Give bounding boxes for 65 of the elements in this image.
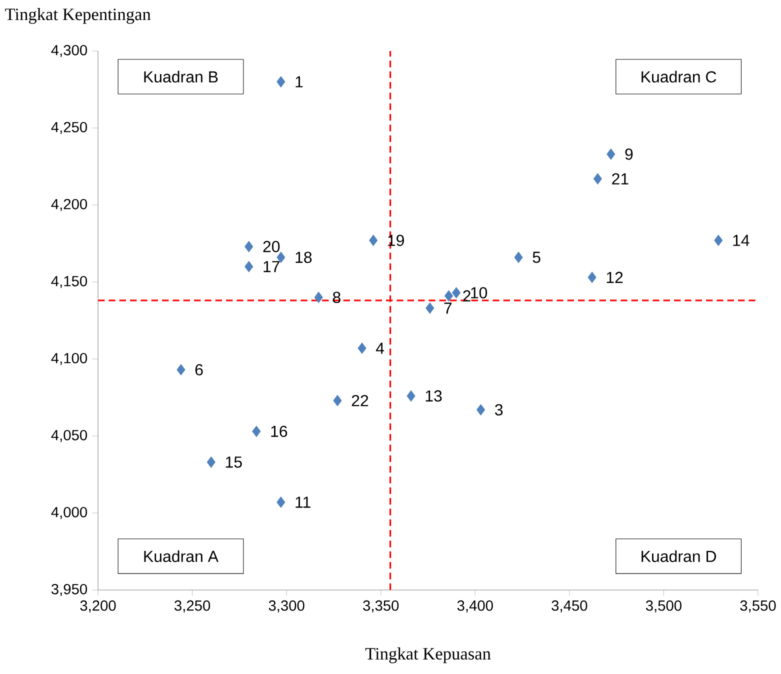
y-tick-label: 4,100 (51, 352, 88, 366)
annotation: 1 (296, 76, 303, 88)
x-tick-label: 3,400 (457, 600, 493, 613)
annotation: Kuadran D (642, 550, 716, 562)
point (369, 234, 378, 246)
point (452, 287, 461, 298)
annotation: 3 (495, 404, 503, 416)
x-tick-label: 3,500 (646, 600, 682, 613)
annotation: 10 (471, 287, 488, 298)
point (276, 496, 286, 508)
annotation: 2 (463, 290, 470, 302)
y-tick-label: 4,000 (51, 506, 88, 520)
point (252, 426, 261, 437)
annotation: 6 (195, 364, 203, 376)
x-tick-label: 3,550 (740, 600, 776, 613)
y-tick-label: 3,950 (51, 584, 88, 596)
annotation: Kuadran C (642, 70, 716, 83)
y-tick-label: 4,050 (51, 430, 88, 442)
x-tick-label: 3,350 (363, 600, 399, 613)
point (314, 292, 323, 303)
point (514, 252, 523, 263)
annotation: 17 (264, 261, 280, 272)
point (206, 456, 216, 468)
point (444, 290, 454, 302)
annotation: 15 (226, 456, 242, 468)
annotation: 9 (625, 148, 633, 160)
annotation: 5 (532, 252, 540, 263)
annotation: 11 (296, 496, 310, 508)
annotation: 20 (263, 240, 280, 252)
y-tick-label: 4,150 (51, 276, 88, 288)
point (406, 390, 416, 402)
y-tick-label: 4,300 (51, 44, 88, 58)
y-tick-label: 4,250 (51, 122, 88, 134)
point (276, 252, 286, 263)
point (476, 404, 486, 416)
annotation: 12 (606, 272, 623, 283)
annotation: 19 (388, 234, 404, 246)
y-tick-label: 4,200 (51, 198, 88, 212)
point (244, 240, 254, 252)
point (244, 260, 254, 272)
point (426, 302, 434, 314)
annotation: Kuadran B (144, 70, 218, 83)
x-tick-label: 3,450 (552, 600, 588, 613)
x-tick-label: 3,200 (80, 600, 116, 613)
annotation: 7 (444, 302, 452, 314)
point (606, 148, 616, 160)
point (593, 173, 602, 184)
annotation: 22 (352, 394, 368, 406)
x-axis-title: Tingkat Kepuasan (365, 647, 491, 664)
point (358, 342, 366, 354)
annotation: 13 (426, 390, 442, 402)
annotation: 14 (733, 234, 750, 246)
x-tick-label: 3,250 (174, 600, 210, 613)
annotation: Kuadran A (144, 550, 218, 562)
point (176, 364, 186, 376)
annotation: 4 (376, 342, 384, 354)
point (588, 272, 596, 283)
point (333, 394, 342, 406)
x-tick-label: 3,300 (268, 600, 304, 613)
annotation: 21 (612, 173, 628, 184)
annotation: 16 (271, 426, 288, 438)
annotation: 18 (296, 252, 312, 264)
point (714, 234, 723, 246)
point (276, 76, 286, 88)
y-axis-title: Tingkat Kepentingan (5, 8, 151, 24)
